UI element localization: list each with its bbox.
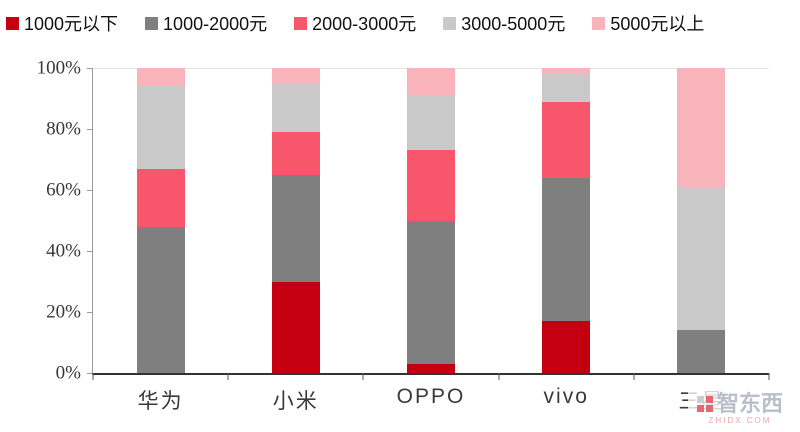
- y-tick-label: 80%: [46, 118, 81, 140]
- legend-item: 3000-5000元: [443, 10, 565, 36]
- watermark-row: 智东西: [688, 393, 792, 415]
- legend-item: 1000-2000元: [145, 10, 267, 36]
- legend-swatch-icon: [6, 16, 19, 30]
- bar-segment: [136, 226, 185, 373]
- y-tick-mark: [87, 372, 93, 374]
- category-cell: 华为: [93, 68, 228, 413]
- stacked-bar: [407, 68, 455, 373]
- legend-item: 5000元以上: [592, 10, 704, 36]
- x-tick-mark: [633, 373, 635, 380]
- bar-segment: [407, 220, 455, 364]
- y-tick-label: 60%: [46, 179, 81, 201]
- bar-segment: [271, 281, 320, 373]
- legend: 1000元以下 1000-2000元 2000-3000元 3000-5000元 500…: [6, 10, 796, 36]
- category-cell: vivo: [499, 68, 634, 408]
- watermark-logo: 智东西 ZHIDX.COM: [688, 391, 792, 426]
- x-tick-mark: [362, 373, 364, 380]
- y-tick-mark: [87, 128, 93, 130]
- stacked-bar: [271, 68, 320, 373]
- x-tick-mark: [227, 373, 229, 380]
- x-axis-label: OPPO: [396, 385, 466, 408]
- y-tick-mark: [87, 67, 93, 69]
- watermark-text: 智东西: [716, 391, 783, 416]
- legend-label: 5000元以上: [610, 14, 705, 34]
- bars-container: 华为 小米 OPPO vivo 三星: [93, 68, 769, 413]
- stacked-bar: [542, 68, 591, 373]
- y-tick-mark: [87, 189, 93, 191]
- legend-swatch-icon: [145, 16, 159, 30]
- x-tick-mark: [768, 373, 770, 380]
- legend-item: 1000元以下: [6, 10, 118, 36]
- bar-segment: [542, 177, 591, 322]
- y-tick-label: 20%: [46, 301, 81, 323]
- stacked-bar: [136, 68, 185, 373]
- bar-segment: [542, 74, 591, 102]
- y-tick-mark: [87, 311, 93, 313]
- legend-swatch-icon: [443, 16, 457, 30]
- bar-segment: [271, 174, 320, 282]
- y-tick-mark: [87, 250, 93, 252]
- y-tick-label: 100%: [36, 57, 81, 79]
- bar-segment: [542, 321, 591, 373]
- bar-segment: [407, 68, 455, 96]
- legend-swatch-icon: [294, 16, 308, 30]
- category-cell: OPPO: [363, 68, 498, 408]
- bar-segment: [271, 83, 320, 133]
- x-tick-mark: [498, 373, 500, 380]
- y-tick-label: 40%: [46, 240, 81, 262]
- bar-segment: [407, 363, 455, 373]
- x-axis-label: 小米: [272, 390, 319, 413]
- bar-segment: [677, 330, 726, 373]
- x-tick-mark: [92, 373, 94, 380]
- y-tick-label: 0%: [55, 362, 81, 384]
- bar-segment: [407, 150, 455, 221]
- bar-segment: [136, 68, 185, 87]
- legend-item: 2000-3000元: [294, 10, 416, 36]
- x-axis-label: 华为: [137, 390, 184, 413]
- bar-segment: [136, 86, 185, 169]
- bar-segment: [271, 68, 320, 84]
- x-axis-label: vivo: [543, 385, 589, 408]
- bar-segment: [407, 95, 455, 151]
- legend-label: 1000-2000元: [163, 14, 268, 34]
- category-cell: 小米: [228, 68, 363, 413]
- legend-label: 1000元以下: [24, 14, 119, 34]
- watermark-grid-icon: [696, 396, 713, 412]
- legend-swatch-icon: [592, 16, 606, 30]
- watermark-subtext: ZHIDX.COM: [708, 416, 772, 425]
- bar-segment: [542, 101, 591, 178]
- category-cell: 三星: [634, 68, 769, 413]
- legend-label: 2000-3000元: [312, 14, 417, 34]
- legend-label: 3000-5000元: [461, 14, 566, 34]
- bar-segment: [542, 68, 591, 75]
- plot-area: 华为 小米 OPPO vivo 三星 0% 20% 40% 60% 80% 100%: [37, 59, 770, 413]
- stacked-bar: [677, 68, 726, 373]
- bar-segment: [136, 168, 185, 227]
- bar-segment: [271, 132, 320, 175]
- bar-segment: [677, 68, 726, 187]
- bar-segment: [677, 186, 726, 331]
